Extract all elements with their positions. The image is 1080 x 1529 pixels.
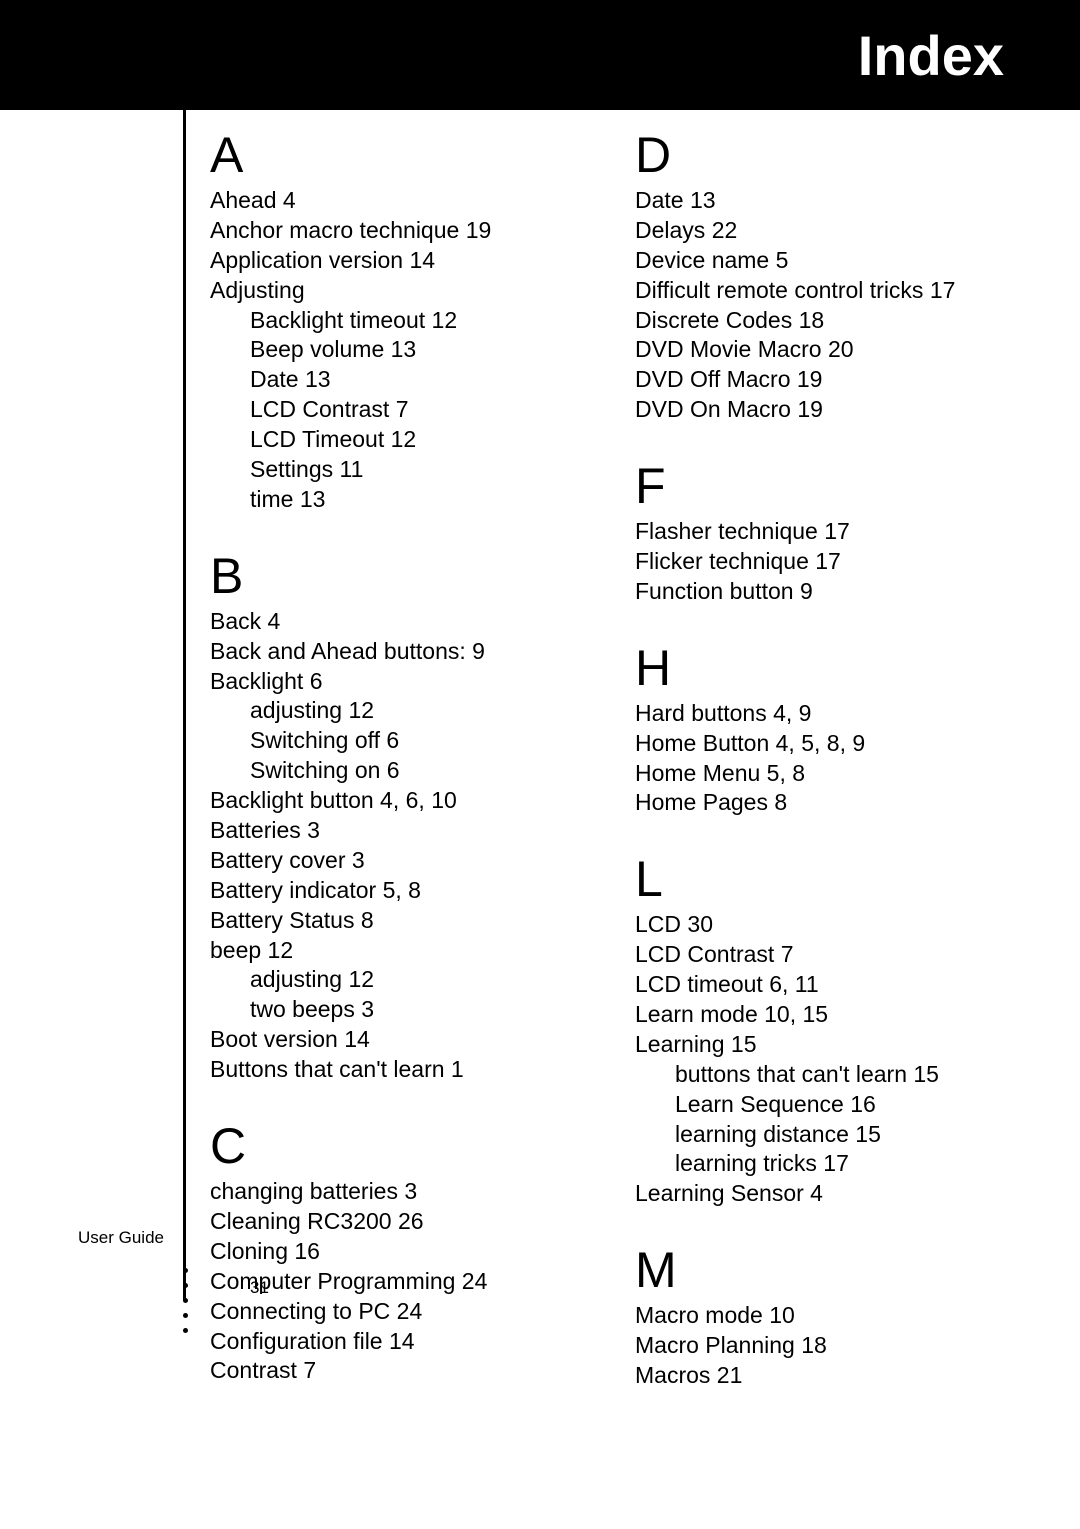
- index-entry: Date 13: [635, 186, 1020, 216]
- index-entry: Discrete Codes 18: [635, 306, 1020, 336]
- index-entry: Back 4: [210, 607, 595, 637]
- page-number: 31: [250, 1278, 269, 1298]
- index-entry: Battery indicator 5, 8: [210, 876, 595, 906]
- index-entry: Adjusting: [210, 276, 595, 306]
- index-entry: DVD Movie Macro 20: [635, 335, 1020, 365]
- section-letter: D: [635, 130, 1020, 180]
- index-entry: Back and Ahead buttons: 9: [210, 637, 595, 667]
- index-section: M Macro mode 10Macro Planning 18Macros 21: [635, 1245, 1020, 1391]
- page-header: Index: [0, 0, 1080, 110]
- index-entry: beep 12: [210, 936, 595, 966]
- index-entry: LCD timeout 6, 11: [635, 970, 1020, 1000]
- index-entry: DVD On Macro 19: [635, 395, 1020, 425]
- right-column: D Date 13Delays 22Device name 5Difficult …: [635, 130, 1020, 1339]
- index-entry: Switching on 6: [210, 756, 595, 786]
- index-entry: Cloning 16: [210, 1237, 595, 1267]
- index-entry: Cleaning RC3200 26: [210, 1207, 595, 1237]
- index-entry: Home Button 4, 5, 8, 9: [635, 729, 1020, 759]
- index-entry: Backlight button 4, 6, 10: [210, 786, 595, 816]
- section-letter: L: [635, 854, 1020, 904]
- vertical-divider: [183, 110, 186, 1300]
- index-entry: adjusting 12: [210, 965, 595, 995]
- index-entry: Macro mode 10: [635, 1301, 1020, 1331]
- index-entry: Date 13: [210, 365, 595, 395]
- index-entry: DVD Off Macro 19: [635, 365, 1020, 395]
- left-column: A Ahead 4Anchor macro technique 19Applica…: [210, 130, 595, 1339]
- index-entry: Application version 14: [210, 246, 595, 276]
- index-entry: Flasher technique 17: [635, 517, 1020, 547]
- index-entry: Learn Sequence 16: [635, 1090, 1020, 1120]
- index-entry: time 13: [210, 485, 595, 515]
- index-entry: Home Menu 5, 8: [635, 759, 1020, 789]
- index-entry: learning distance 15: [635, 1120, 1020, 1150]
- section-letter: B: [210, 551, 595, 601]
- section-letter: C: [210, 1121, 595, 1171]
- section-letter: F: [635, 461, 1020, 511]
- index-entry: LCD Timeout 12: [210, 425, 595, 455]
- index-section: LLCD 30LCD Contrast 7LCD timeout 6, 11Le…: [635, 854, 1020, 1209]
- index-entry: Device name 5: [635, 246, 1020, 276]
- header-title: Index: [858, 23, 1004, 88]
- index-entry: Flicker technique 17: [635, 547, 1020, 577]
- index-entry: Macros 21: [635, 1361, 1020, 1391]
- index-entry: LCD Contrast 7: [635, 940, 1020, 970]
- section-letter: A: [210, 130, 595, 180]
- index-entry: two beeps 3: [210, 995, 595, 1025]
- dot-icon: [183, 1283, 188, 1288]
- index-entry: Backlight timeout 12: [210, 306, 595, 336]
- index-section: BBack 4Back and Ahead buttons: 9Backligh…: [210, 551, 595, 1085]
- index-entry: Home Pages 8: [635, 788, 1020, 818]
- footer-label: User Guide: [78, 1228, 164, 1248]
- index-section: D Date 13Delays 22Device name 5Difficult …: [635, 130, 1020, 425]
- index-entry: Learning 15: [635, 1030, 1020, 1060]
- index-page: Index AAhead 4Anchor macro technique 19A…: [0, 0, 1080, 1529]
- index-entry: Boot version 14: [210, 1025, 595, 1055]
- index-entry: Batteries 3: [210, 816, 595, 846]
- index-content: A Ahead 4Anchor macro technique 19Applica…: [210, 130, 1020, 1339]
- index-entry: Beep volume 13: [210, 335, 595, 365]
- index-entry: LCD 30: [635, 910, 1020, 940]
- index-entry: Function button 9: [635, 577, 1020, 607]
- index-entry: Macro Planning 18: [635, 1331, 1020, 1361]
- index-entry: Battery cover 3: [210, 846, 595, 876]
- index-entry: Contrast 7: [210, 1356, 595, 1386]
- index-entry: Backlight 6: [210, 667, 595, 697]
- index-entry: Connecting to PC 24: [210, 1297, 595, 1327]
- index-section: Cchanging batteries 3Cleaning RC3200 26C…: [210, 1121, 595, 1386]
- section-letter: H: [635, 643, 1020, 693]
- index-entry: Configuration file 14: [210, 1327, 595, 1357]
- index-entry: Anchor macro technique 19: [210, 216, 595, 246]
- index-entry: learning tricks 17: [635, 1149, 1020, 1179]
- section-letter: M: [635, 1245, 1020, 1295]
- decorative-dots: [183, 1268, 188, 1343]
- index-section: A Ahead 4Anchor macro technique 19Applica…: [210, 130, 595, 515]
- dot-icon: [183, 1298, 188, 1303]
- dot-icon: [183, 1328, 188, 1333]
- index-entry: Settings 11: [210, 455, 595, 485]
- dot-icon: [183, 1268, 188, 1273]
- index-entry: Difficult remote control tricks 17: [635, 276, 1020, 306]
- index-section: H Hard buttons 4, 9Home Button 4, 5, 8, 9…: [635, 643, 1020, 819]
- index-entry: buttons that can't learn 15: [635, 1060, 1020, 1090]
- index-entry: Hard buttons 4, 9: [635, 699, 1020, 729]
- index-entry: adjusting 12: [210, 696, 595, 726]
- index-entry: LCD Contrast 7: [210, 395, 595, 425]
- index-entry: Ahead 4: [210, 186, 595, 216]
- index-entry: Buttons that can't learn 1: [210, 1055, 595, 1085]
- index-entry: Delays 22: [635, 216, 1020, 246]
- index-entry: changing batteries 3: [210, 1177, 595, 1207]
- index-entry: Battery Status 8: [210, 906, 595, 936]
- index-entry: Learning Sensor 4: [635, 1179, 1020, 1209]
- index-entry: Learn mode 10, 15: [635, 1000, 1020, 1030]
- dot-icon: [183, 1313, 188, 1318]
- index-entry: Switching off 6: [210, 726, 595, 756]
- index-section: F Flasher technique 17Flicker technique 1…: [635, 461, 1020, 607]
